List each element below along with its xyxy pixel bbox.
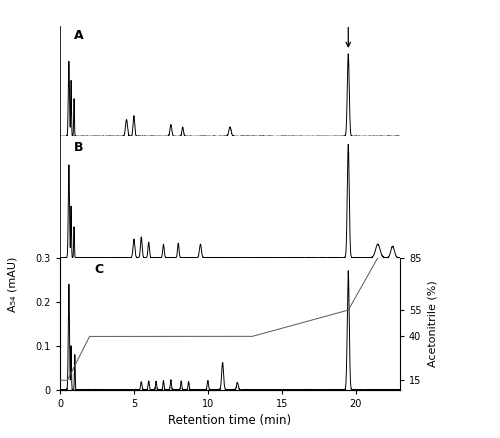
Text: C: C [94,264,103,276]
Text: A₅₄ (mAU): A₅₄ (mAU) [8,257,18,312]
Text: A: A [74,29,83,42]
X-axis label: Retention time (min): Retention time (min) [168,414,292,427]
Text: B: B [74,141,83,154]
Y-axis label: Acetonitrile (%): Acetonitrile (%) [427,280,437,367]
